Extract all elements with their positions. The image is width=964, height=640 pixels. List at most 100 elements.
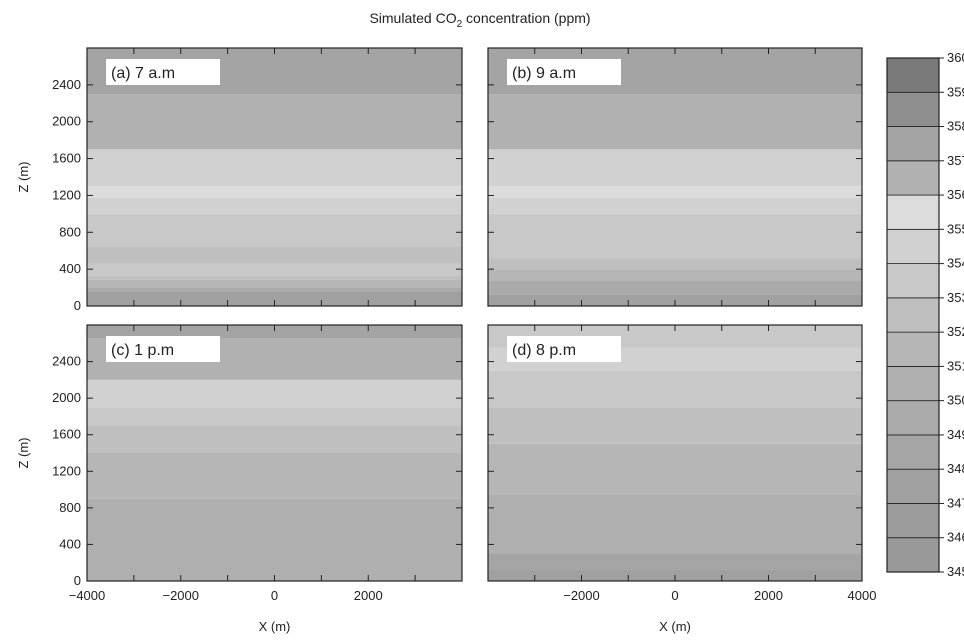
panel-0-layer-8 bbox=[87, 186, 462, 198]
panel-2-ytick-label: 400 bbox=[59, 536, 81, 551]
colorbar-swatch bbox=[886, 160, 940, 196]
panel-2-ylabel: Z (m) bbox=[16, 437, 31, 468]
panel-0-layer-4 bbox=[87, 263, 462, 276]
panel-0-ytick-label: 0 bbox=[74, 298, 81, 313]
colorbar-swatch bbox=[886, 297, 940, 333]
panel-0: 0 400 800 1200 1600 2000 2400 Z (m) (a) 7 a.m bbox=[16, 47, 463, 313]
panel-2-layer-0 bbox=[87, 498, 462, 581]
panel-0-layer-7 bbox=[87, 197, 462, 214]
panel-3-xtick-label: 4000 bbox=[848, 588, 877, 603]
colorbar-label: 345 bbox=[947, 564, 964, 579]
colorbar-swatch bbox=[886, 503, 940, 539]
panel-0-ytick-label: 1600 bbox=[52, 151, 81, 166]
colorbar-label: 357 bbox=[947, 153, 964, 168]
colorbar-label: 354 bbox=[947, 256, 964, 271]
colorbar-label: 358 bbox=[947, 119, 964, 134]
colorbar-label: 348 bbox=[947, 461, 964, 476]
title-rest: concentration (ppm) bbox=[462, 10, 590, 26]
panel-2-ytick-label: 2000 bbox=[52, 390, 81, 405]
title-subscript: 2 bbox=[457, 19, 463, 30]
panel-1-layer-4 bbox=[488, 213, 862, 259]
colorbar-label: 360 bbox=[947, 50, 964, 65]
panel-1-label: (b) 9 a.m bbox=[512, 65, 576, 82]
colorbar-swatch bbox=[886, 365, 940, 402]
title-main: Simulated CO bbox=[369, 10, 456, 26]
panel-0-ytick-label: 1200 bbox=[52, 187, 81, 202]
panel-2-ytick-label: 0 bbox=[74, 573, 81, 588]
colorbar-swatch bbox=[886, 400, 940, 436]
panel-1-layer-2 bbox=[488, 269, 862, 281]
panel-1-layer-6 bbox=[488, 186, 862, 198]
panel-1-layer-8 bbox=[488, 94, 862, 150]
colorbar-label: 347 bbox=[947, 495, 964, 510]
panel-0-layer-9 bbox=[87, 149, 462, 187]
colorbar-swatch bbox=[886, 91, 940, 127]
panel-0-layer-3 bbox=[87, 275, 462, 280]
panel-0-layer-10 bbox=[87, 94, 462, 150]
panel-2-xtick-label: −4000 bbox=[69, 588, 106, 603]
panel-2-ytick-label: 800 bbox=[59, 500, 81, 515]
panel-3-label-box bbox=[507, 336, 621, 362]
panel-1-layer-3 bbox=[488, 258, 862, 270]
colorbar-swatch bbox=[886, 468, 940, 504]
colorbar-label: 356 bbox=[947, 187, 964, 202]
panel-2-ytick-label: 2400 bbox=[52, 354, 81, 369]
colorbar-label: 351 bbox=[947, 358, 964, 373]
panel-1-layer-7 bbox=[488, 149, 862, 187]
panel-1-layer-1 bbox=[488, 280, 862, 295]
panel-0-label-box bbox=[106, 59, 220, 85]
colorbar-swatch bbox=[886, 331, 940, 367]
panel-3-layer-5 bbox=[488, 370, 862, 408]
panel-2-xtick-label: 0 bbox=[271, 588, 278, 603]
panels-layer: 0 400 800 1200 1600 2000 2400 Z (m) (a) 7 a.m (b)… bbox=[16, 47, 877, 634]
colorbar-swatch bbox=[886, 228, 940, 264]
panel-3: −2000 0 2000 4000 X (m) (d) 8 p.m bbox=[487, 324, 877, 634]
panel-3-layer-3 bbox=[488, 443, 862, 495]
colorbar-label: 352 bbox=[947, 324, 964, 339]
colorbar-label: 355 bbox=[947, 221, 964, 236]
panel-0-layer-6 bbox=[87, 213, 462, 248]
panel-3-xtick-label: −2000 bbox=[563, 588, 600, 603]
panel-1-layer-5 bbox=[488, 197, 862, 214]
colorbar-swatch bbox=[886, 434, 940, 470]
panel-2-xlabel: X (m) bbox=[259, 619, 291, 634]
panel-2-xtick-label: 2000 bbox=[354, 588, 383, 603]
panel-0-ytick-label: 800 bbox=[59, 224, 81, 239]
panel-3-layer-2 bbox=[488, 494, 862, 554]
panel-2-layer-4 bbox=[87, 379, 462, 408]
colorbar-swatch bbox=[886, 57, 940, 93]
panel-2-ytick-label: 1600 bbox=[52, 427, 81, 442]
panel-0-layer-2 bbox=[87, 279, 462, 288]
colorbar-swatch bbox=[886, 126, 940, 162]
colorbar-frame bbox=[886, 57, 940, 573]
colorbar: 345 346 347 348 349 350 351 352 353 354 355 356 357 3… bbox=[886, 50, 964, 579]
colorbar-swatch bbox=[886, 194, 940, 230]
panel-2: 0 400 800 1200 1600 2000 2400 Z (m) −4000 −2000 0 2… bbox=[16, 324, 463, 634]
panel-3-layer-4 bbox=[488, 407, 862, 444]
figure-title: Simulated CO2 concentration (ppm) bbox=[369, 10, 590, 30]
colorbar-label: 359 bbox=[947, 84, 964, 99]
colorbar-label: 349 bbox=[947, 427, 964, 442]
panel-1: (b) 9 a.m bbox=[487, 47, 863, 307]
panel-3-layer-1 bbox=[488, 553, 862, 571]
panel-3-xtick-label: 2000 bbox=[754, 588, 783, 603]
panel-2-layer-2 bbox=[87, 425, 462, 453]
panel-2-layer-1 bbox=[87, 453, 462, 499]
panel-0-label: (a) 7 a.m bbox=[111, 65, 175, 82]
panel-0-layer-1 bbox=[87, 287, 462, 292]
panel-0-layer-5 bbox=[87, 247, 462, 264]
panel-0-ytick-label: 2000 bbox=[52, 114, 81, 129]
colorbar-swatch bbox=[886, 263, 940, 299]
panel-0-ylabel: Z (m) bbox=[16, 161, 31, 192]
panel-2-ytick-label: 1200 bbox=[52, 463, 81, 478]
panel-0-ytick-label: 400 bbox=[59, 261, 81, 276]
colorbar-swatch bbox=[886, 537, 940, 573]
colorbar-label: 350 bbox=[947, 393, 964, 408]
panel-0-ytick-label: 2400 bbox=[52, 77, 81, 92]
panel-3-label: (d) 8 p.m bbox=[512, 342, 576, 359]
panel-2-label-box bbox=[106, 336, 220, 362]
panel-2-label: (c) 1 p.m bbox=[111, 342, 174, 359]
panel-3-xtick-label: 0 bbox=[671, 588, 678, 603]
panel-2-xtick-label: −2000 bbox=[162, 588, 199, 603]
